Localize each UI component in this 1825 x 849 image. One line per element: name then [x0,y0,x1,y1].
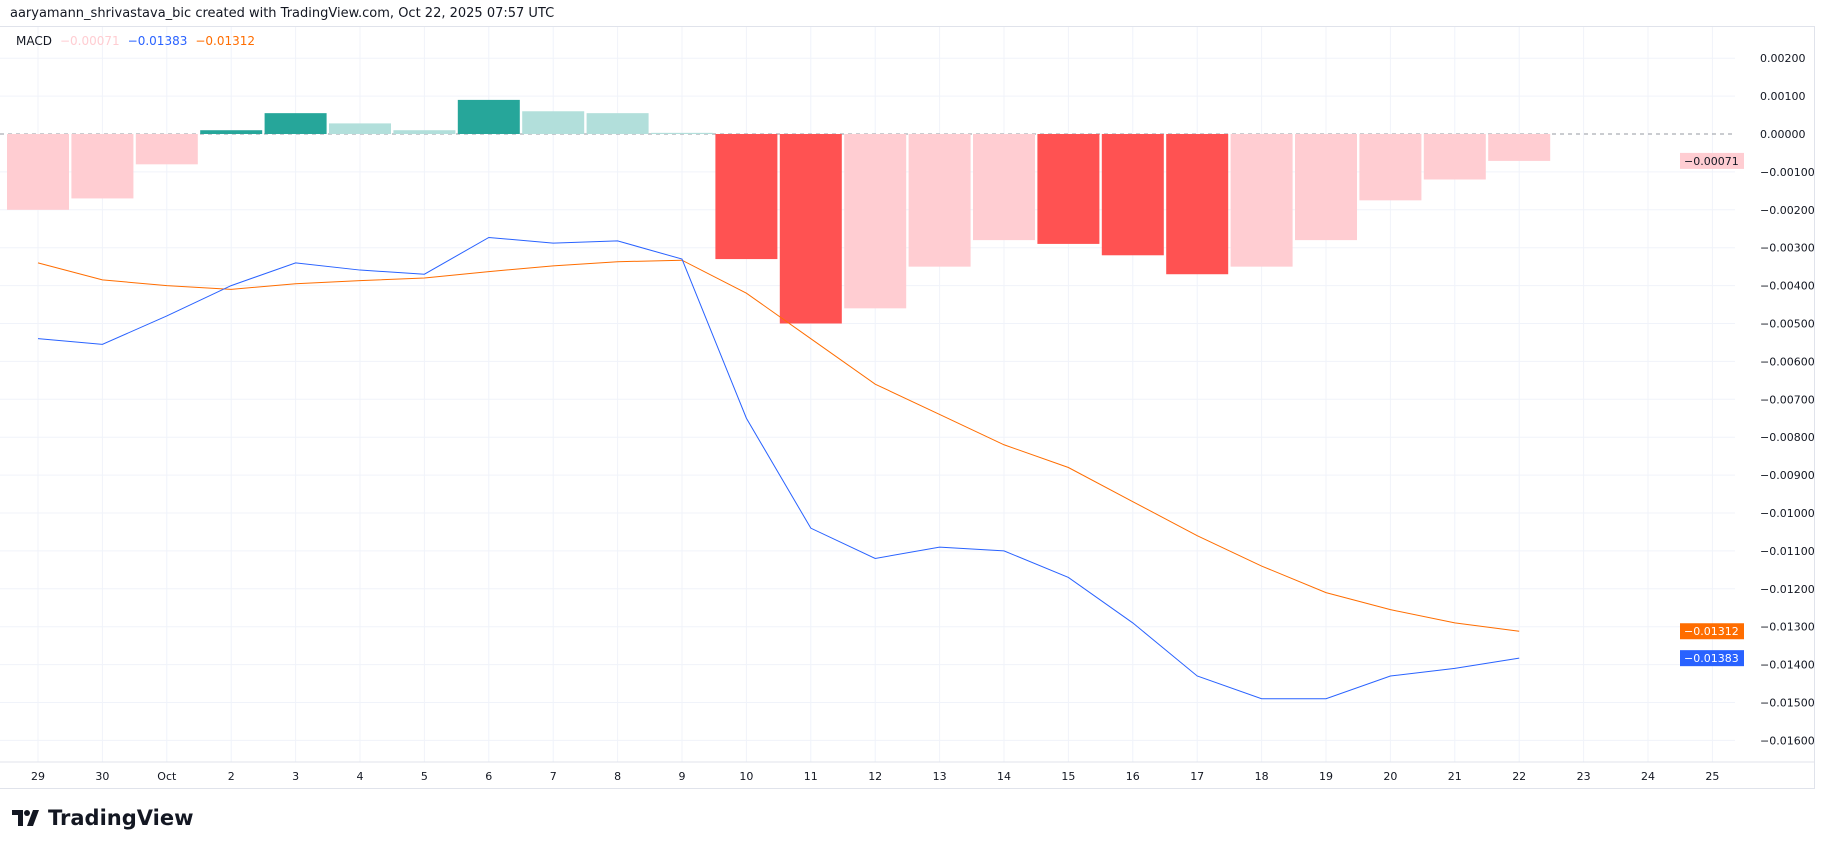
y-tick-label: 0.00000 [1760,128,1806,141]
histogram-bar [1037,134,1100,244]
tradingview-logo[interactable]: TradingView [12,806,193,830]
x-tick-label: 5 [421,770,428,783]
histogram-bar [1359,134,1422,201]
macd-line [37,236,1520,700]
histogram-bar [264,113,327,134]
y-tick-label: −0.01500 [1760,697,1815,710]
x-tick-label: 15 [1061,770,1075,783]
histogram-bar [1423,134,1486,180]
legend-signal-value: −0.01312 [195,34,256,48]
x-tick-label: 3 [292,770,299,783]
y-tick-label: −0.01000 [1760,507,1815,520]
y-tick-label: −0.01600 [1760,734,1815,747]
histogram-bar [1295,134,1357,241]
signal-last-value-label-bg [1680,623,1744,640]
x-tick-label: 18 [1255,770,1269,783]
histogram-bar [844,134,907,309]
x-tick-label: 9 [679,770,686,783]
tradingview-logo-icon [12,810,39,826]
histogram-bar [457,99,520,134]
chart-pane[interactable] [0,26,1815,789]
x-tick-label: 12 [868,770,882,783]
x-tick-label: 11 [804,770,818,783]
histogram-bar [908,134,971,267]
brand-name: TradingView [48,806,194,830]
x-tick-label: 16 [1126,770,1140,783]
x-tick-label: 24 [1641,770,1655,783]
signal-last-value-label: −0.01312 [1684,625,1739,638]
x-tick-label: 29 [31,770,45,783]
macd-last-value-label-bg [1680,650,1744,667]
x-tick-label: Oct [157,770,177,783]
signal-line [37,259,1520,632]
legend-macd-value: −0.01383 [127,34,188,48]
histogram-bar [651,132,713,134]
histogram-bar [973,134,1035,241]
histogram-bar [1230,134,1293,267]
x-tick-label: 17 [1190,770,1204,783]
x-tick-label: 14 [997,770,1011,783]
histogram-bar [71,134,134,199]
histogram-bar [715,134,778,260]
y-tick-label: −0.00300 [1760,242,1815,255]
y-tick-label: −0.00600 [1760,355,1815,368]
x-tick-label: 6 [485,770,492,783]
x-tick-label: 22 [1512,770,1526,783]
legend-hist-value: −0.00071 [59,34,120,48]
hist-last-value-label: −0.00071 [1684,155,1739,168]
x-tick-label: 7 [550,770,557,783]
y-tick-label: 0.00100 [1760,90,1806,103]
histogram-bar [393,130,456,134]
y-tick-label: −0.01200 [1760,583,1815,596]
histogram-bar [329,123,391,134]
y-tick-label: −0.00800 [1760,431,1815,444]
histogram-bar [1166,134,1229,275]
y-tick-label: −0.00200 [1760,204,1815,217]
y-tick-label: 0.00200 [1760,52,1806,65]
x-tick-label: 4 [357,770,364,783]
y-tick-label: −0.00900 [1760,469,1815,482]
x-tick-label: 25 [1705,770,1719,783]
chart-credit: aaryamann_shrivastava_bic created with T… [10,6,555,21]
histogram-bar [779,134,842,324]
histogram-bar [1101,134,1164,256]
histogram-bar [522,111,585,134]
legend-name: MACD [16,34,52,48]
macd-last-value-label: −0.01383 [1684,652,1739,665]
y-tick-label: −0.01100 [1760,545,1815,558]
x-tick-label: 20 [1383,770,1397,783]
y-tick-label: −0.00700 [1760,393,1815,406]
y-tick-label: −0.00100 [1760,166,1815,179]
x-tick-label: 19 [1319,770,1333,783]
y-tick-label: −0.00400 [1760,280,1815,293]
histogram-bar [135,134,198,165]
x-tick-label: 10 [739,770,753,783]
histogram-bar [1488,134,1551,161]
y-tick-label: −0.01400 [1760,659,1815,672]
histogram-bar [7,134,69,210]
histogram-bar [586,113,649,134]
x-tick-label: 8 [614,770,621,783]
y-tick-label: −0.01300 [1760,621,1815,634]
y-tick-label: −0.00500 [1760,318,1815,331]
x-tick-label: 30 [95,770,109,783]
hist-last-value-label-bg [1680,152,1744,169]
x-tick-label: 13 [933,770,947,783]
x-tick-label: 2 [228,770,235,783]
histogram-bar [200,130,263,134]
x-tick-label: 21 [1448,770,1462,783]
indicator-legend[interactable]: MACD −0.00071 −0.01383 −0.01312 [16,34,255,48]
x-tick-label: 23 [1577,770,1591,783]
